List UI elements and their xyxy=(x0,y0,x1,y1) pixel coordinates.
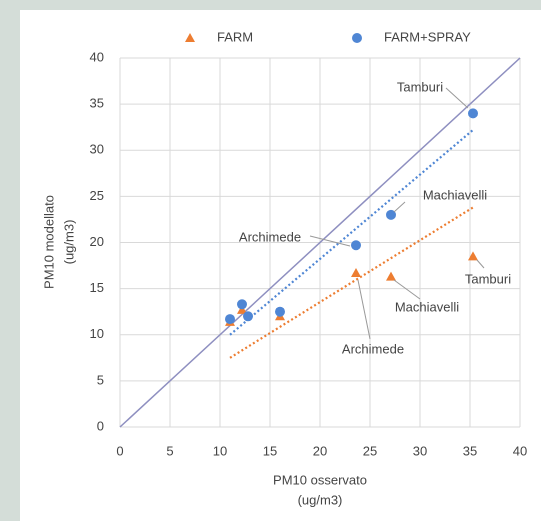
y-tick-label: 15 xyxy=(90,280,104,295)
leader-line xyxy=(357,279,371,340)
x-tick-label: 40 xyxy=(513,443,527,458)
circle-marker xyxy=(275,306,285,317)
y-tick-label: 0 xyxy=(97,418,104,433)
y-tick-label: 20 xyxy=(90,234,104,249)
reference-line xyxy=(119,57,521,428)
y-tick-label: 5 xyxy=(97,372,104,387)
circle-marker xyxy=(225,314,235,325)
legend-label: FARM+SPRAY xyxy=(384,29,471,44)
x-tick-label: 25 xyxy=(363,443,377,458)
triangle-marker xyxy=(468,251,478,261)
legend-marker xyxy=(352,33,362,43)
leader-line xyxy=(445,87,469,109)
trendline xyxy=(229,129,474,336)
y-tick-label: 35 xyxy=(90,96,104,111)
circle-marker xyxy=(386,209,396,220)
leader-line xyxy=(393,279,421,300)
x-tick-label: 30 xyxy=(413,443,427,458)
x-tick-label: 20 xyxy=(313,443,327,458)
triangle-marker xyxy=(237,304,247,314)
annotation: Machiavelli xyxy=(423,187,487,202)
circle-marker xyxy=(243,311,253,322)
x-tick-label: 0 xyxy=(116,443,123,458)
triangle-marker xyxy=(351,267,361,277)
annotation: Archimede xyxy=(239,229,301,244)
x-axis-title: PM10 osservato xyxy=(273,472,367,487)
leader-line xyxy=(393,201,406,213)
x-tick-label: 10 xyxy=(213,443,227,458)
x-tick-label: 35 xyxy=(463,443,477,458)
circle-marker xyxy=(237,299,247,310)
y-tick-label: 10 xyxy=(90,326,104,341)
y-tick-label: 30 xyxy=(90,142,104,157)
triangle-marker xyxy=(386,271,396,281)
legend-marker xyxy=(185,33,195,42)
annotation: Tamburi xyxy=(397,79,443,94)
leader-line xyxy=(309,235,351,247)
y-axis-title: PM10 modellato xyxy=(41,195,56,289)
annotation: Tamburi xyxy=(465,271,511,286)
circle-marker xyxy=(351,240,361,251)
circle-marker xyxy=(468,108,478,119)
leader-line xyxy=(476,259,485,269)
x-axis-title: (ug/m3) xyxy=(298,492,343,507)
annotation: Archimede xyxy=(342,341,404,356)
y-tick-label: 40 xyxy=(90,49,104,64)
y-axis-title: (ug/m3) xyxy=(61,220,76,265)
x-tick-label: 5 xyxy=(166,443,173,458)
legend-label: FARM xyxy=(217,29,253,44)
x-tick-label: 15 xyxy=(263,443,277,458)
y-tick-label: 25 xyxy=(90,188,104,203)
annotation: Machiavelli xyxy=(395,299,459,314)
